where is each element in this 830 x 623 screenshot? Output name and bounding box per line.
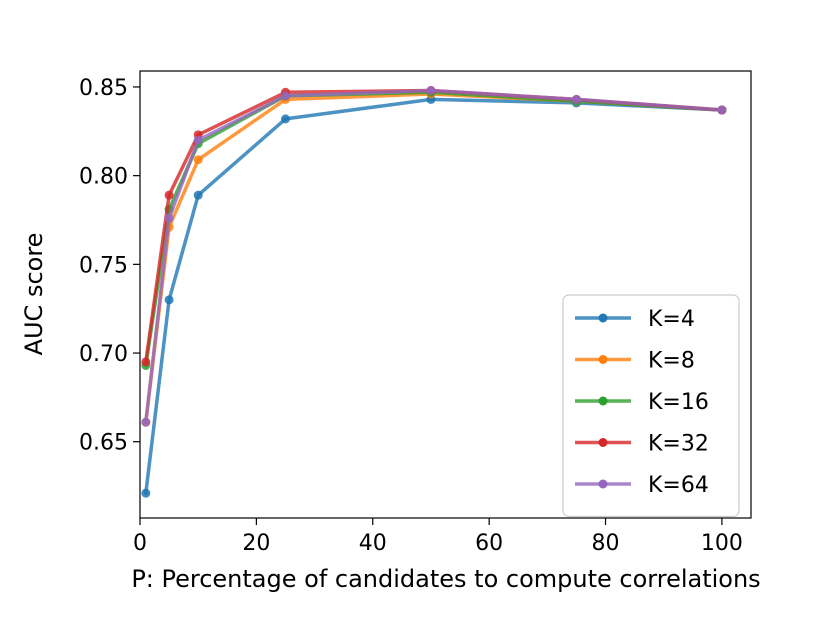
data-point (141, 357, 151, 367)
legend-label: K=64 (648, 473, 709, 498)
legend-swatch-marker (598, 313, 608, 323)
legend-swatch-marker (598, 438, 608, 447)
y-axis-title: AUC score (20, 233, 48, 356)
legend-item: K=16 (575, 390, 709, 415)
data-point (141, 488, 151, 498)
y-tick-label: 0.65 (79, 431, 128, 456)
x-tick-label: 20 (242, 531, 270, 556)
data-point (193, 190, 203, 200)
y-axis: 0.65 0.70 0.75 0.80 0.85 (79, 76, 140, 456)
legend-label: K=16 (648, 390, 709, 415)
legend-swatch-marker (598, 479, 608, 489)
legend-label: K=32 (648, 432, 709, 457)
legend-label: K=8 (648, 349, 695, 374)
data-point (164, 213, 174, 223)
data-point (193, 135, 203, 145)
x-tick-label: 80 (592, 531, 620, 556)
x-axis-title: P: Percentage of candidates to compute c… (131, 565, 760, 593)
data-point (141, 417, 151, 427)
legend-swatch-marker (598, 396, 608, 406)
legend-box (562, 294, 740, 518)
x-tick-label: 100 (701, 531, 743, 556)
plot-frame (139, 70, 752, 519)
legend-item: K=8 (575, 349, 695, 374)
legend-item: K=4 (575, 307, 695, 332)
data-point (164, 295, 174, 305)
x-axis: 0 20 40 60 80 100 (133, 518, 743, 556)
data-point (193, 155, 203, 165)
y-tick-label: 0.80 (79, 165, 128, 190)
data-point (164, 190, 174, 200)
legend: K=4 K=8 K=16 K=32 K=64 (562, 294, 740, 518)
data-point (280, 91, 290, 101)
legend-swatch-marker (598, 355, 608, 364)
data-point (717, 105, 727, 115)
y-tick-label: 0.75 (79, 253, 128, 278)
plot-marks (141, 86, 727, 498)
x-tick-label: 0 (133, 531, 147, 556)
y-tick-label: 0.85 (79, 76, 128, 101)
data-point (280, 114, 290, 124)
x-tick-label: 40 (359, 531, 387, 556)
legend-item: K=32 (575, 432, 709, 457)
x-tick-label: 60 (475, 531, 503, 556)
legend-label: K=4 (648, 307, 695, 332)
y-tick-label: 0.70 (79, 342, 128, 367)
legend-item: K=64 (575, 473, 709, 498)
data-point (571, 94, 581, 104)
data-point (426, 86, 436, 96)
series-k-64 (141, 86, 727, 427)
